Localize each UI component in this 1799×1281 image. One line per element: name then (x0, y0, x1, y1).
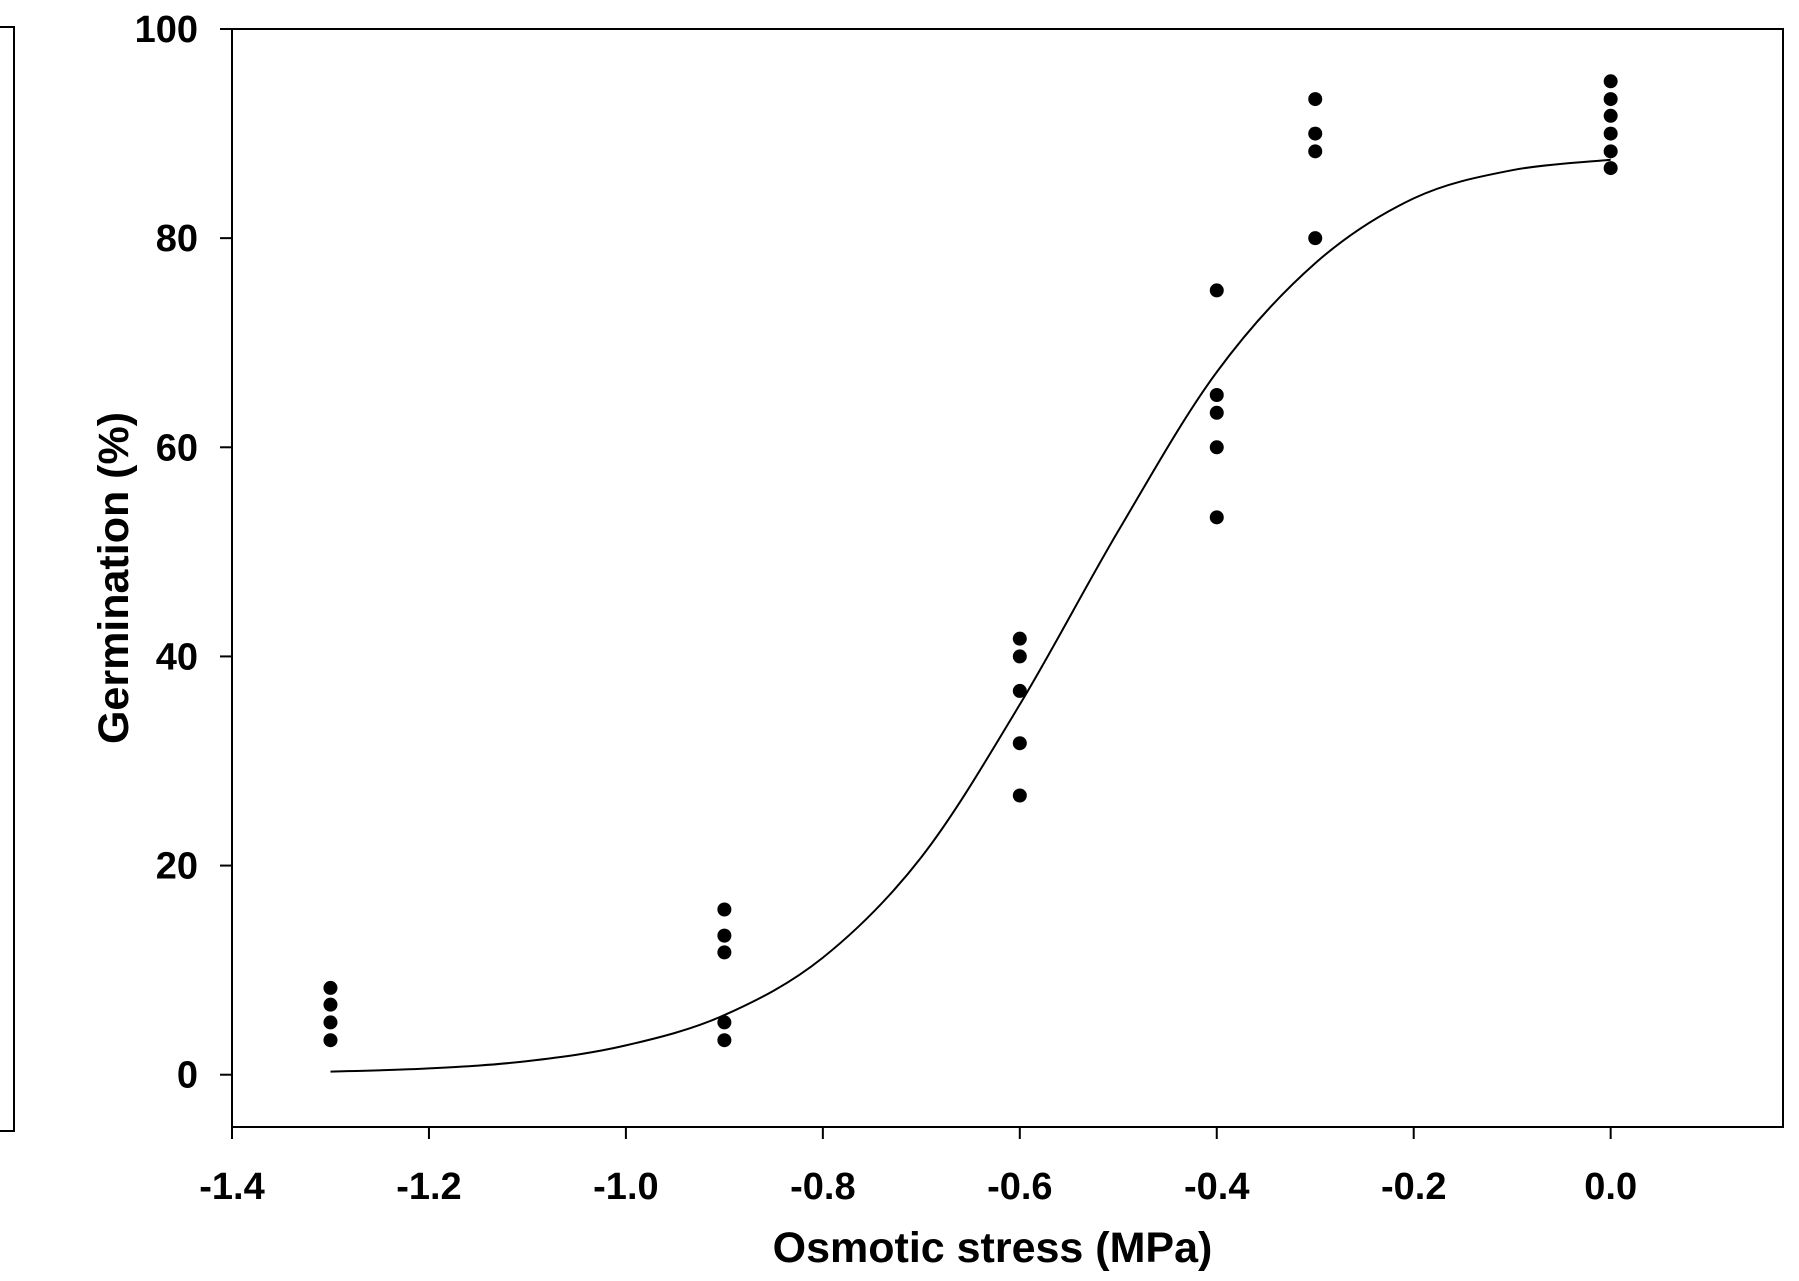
y-tick-label: 100 (135, 9, 198, 51)
data-point (1012, 788, 1027, 803)
y-tick-label: 80 (156, 218, 198, 260)
x-tick-label: -0.6 (987, 1166, 1052, 1208)
data-point (323, 997, 338, 1012)
x-tick-label: -1.0 (593, 1166, 658, 1208)
plot-frame (231, 28, 1784, 1128)
data-point (1603, 74, 1618, 89)
data-point (717, 1015, 732, 1030)
data-points (323, 74, 1618, 1048)
x-tick-label: -1.2 (396, 1166, 461, 1208)
data-point (717, 1033, 732, 1048)
data-point (1209, 440, 1224, 455)
data-point (717, 902, 732, 917)
data-point (1603, 92, 1618, 107)
data-point (1308, 231, 1323, 246)
data-point (1603, 108, 1618, 123)
axis-ticks: -1.4 -1.2 -1.0 -0.8 -0.6 -0.4 -0.2 0.0 0 20 40 60 80… (135, 9, 1637, 1208)
data-point (1209, 388, 1224, 402)
x-tick-label: 0.0 (1584, 1166, 1637, 1208)
data-point (1012, 736, 1027, 751)
data-point (1012, 631, 1027, 646)
x-axis-title: Osmotic stress (MPa) (773, 1224, 1213, 1272)
data-point (1603, 126, 1618, 141)
x-tick-label: -0.8 (790, 1166, 855, 1208)
data-point (1603, 144, 1618, 159)
x-tick-label: -0.4 (1184, 1166, 1249, 1208)
y-tick-label: 0 (177, 1055, 198, 1097)
x-tick-label: -0.2 (1381, 1166, 1446, 1208)
data-point (323, 1033, 338, 1048)
data-point (323, 980, 338, 995)
y-tick-label: 60 (156, 427, 198, 469)
data-point (1209, 510, 1224, 525)
data-point (1012, 649, 1027, 664)
data-point (1603, 161, 1618, 176)
data-point (1209, 405, 1224, 420)
x-tick-label: -1.4 (199, 1166, 264, 1208)
data-point (1209, 283, 1224, 298)
y-tick-label: 20 (156, 846, 198, 888)
y-tick-label: 40 (156, 636, 198, 678)
data-point (323, 1015, 338, 1030)
data-point (717, 945, 732, 960)
data-point (1308, 92, 1323, 107)
data-point (1308, 144, 1323, 159)
data-point (1308, 126, 1323, 141)
data-point (1012, 683, 1027, 698)
fit-curve (330, 158, 1611, 1073)
left-panel-frame (0, 26, 15, 1132)
data-point (717, 928, 732, 943)
y-axis-title: Germination (%) (90, 412, 138, 744)
